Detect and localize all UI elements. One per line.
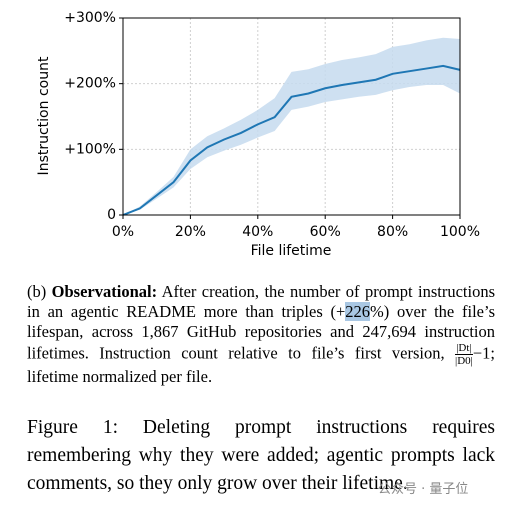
caption-text: −1; lifetime normalized per file. [27,343,496,386]
x-tick-label: 60% [310,224,341,240]
x-tick-label: 20% [175,224,206,240]
fraction-denominator: |D0| [455,355,473,367]
y-tick-label: +200% [64,76,116,92]
line [122,64,461,216]
subfigure-caption: (b) Observational: After creation, the n… [27,282,495,387]
y-tick-label: 0 [107,207,116,223]
caption-highlight: 226 [345,302,371,321]
confidence-band [123,37,460,216]
caption-text: %) over the file’s lifespan, across 1,86… [27,302,495,363]
caption-bold: Observational: [51,282,158,301]
plot-frame [122,17,461,216]
x-axis-label: File lifetime [251,243,332,259]
y-axis-label: Instruction count [36,56,52,175]
x-tick-label: 0% [112,224,134,240]
watermark: 公众号 · 量子位 [378,482,469,497]
y-tick-label: +300% [64,10,116,26]
figure-caption: Figure 1: Deleting prompt instructions r… [27,417,495,494]
y-tick-label: +100% [64,141,116,157]
x-tick-label: 40% [242,224,273,240]
x-tick-label: 100% [440,224,480,240]
fraction: |Dt| |D0| [455,342,473,367]
fraction-numerator: |Dt| [455,342,473,355]
caption-text: After creation, the number of prompt ins… [27,282,496,321]
chart: File lifetime Instruction count 0% 20% 40%… [36,10,480,259]
x-tick-label: 80% [377,224,408,240]
caption-label: (b) [27,282,47,301]
